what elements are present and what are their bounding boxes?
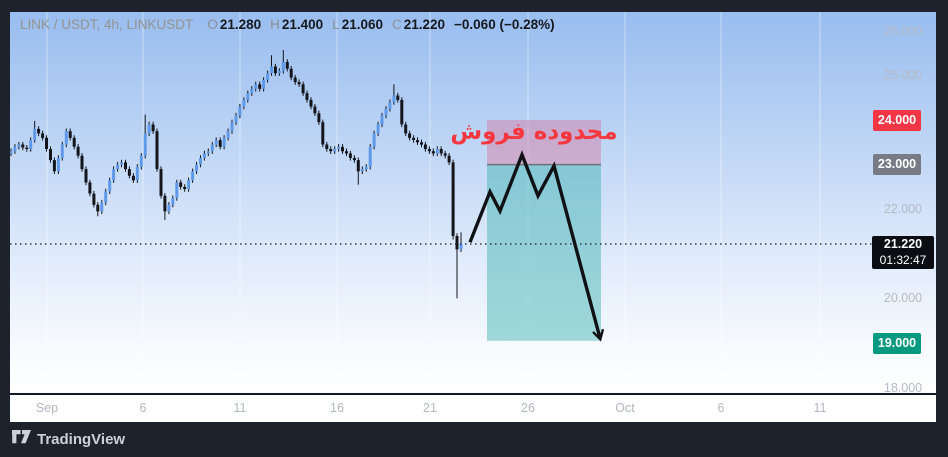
projection-arrow-drawing[interactable] (468, 150, 605, 342)
time-tick-label: 11 (813, 401, 827, 415)
time-tick-label: 6 (139, 401, 147, 415)
sell-zone-label[interactable]: محدوده فروش (450, 119, 618, 145)
current-price-label: 21.220 01:32:47 (872, 236, 934, 269)
price-tick-label: 26.000 (883, 23, 923, 38)
price-tick-label: 25.000 (883, 68, 923, 83)
price-level-label: 19.000 (873, 332, 921, 354)
frame-left (0, 0, 10, 457)
low-value: 21.060 (341, 17, 383, 32)
close-key: C (391, 17, 402, 32)
time-axis-band[interactable] (10, 395, 936, 422)
tradingview-logo[interactable]: TradingView (12, 430, 125, 449)
time-tick-label: Sep (35, 401, 59, 415)
candlestick-series (9, 50, 463, 299)
time-tick-label: 16 (330, 401, 344, 415)
symbol-info-bar: LINK / USDT, 4h, LINKUSDT O 21.280 H 21.… (20, 17, 555, 32)
tradingview-logo-text: TradingView (37, 431, 126, 448)
time-tick-label: 26 (521, 401, 535, 415)
tradingview-logo-icon (12, 430, 31, 449)
high-value: 21.400 (281, 17, 324, 32)
close-value: 21.220 (403, 17, 446, 32)
time-tick-label: 11 (233, 401, 247, 415)
price-tick-label: 22.000 (883, 202, 923, 217)
time-tick-label: Oct (615, 401, 635, 415)
open-value: 21.280 (219, 17, 262, 32)
sell-zone-drawing[interactable] (487, 120, 601, 341)
frame-right (936, 0, 948, 422)
change-value: −0.060 (−0.28%) (454, 17, 555, 32)
price-tick-label: 20.000 (883, 291, 923, 306)
high-key: H (270, 17, 280, 32)
frame-top (0, 0, 948, 12)
open-key: O (207, 17, 218, 32)
time-tick-label: 21 (423, 401, 437, 415)
bar-countdown: 01:32:47 (879, 253, 927, 267)
price-level-label: 23.000 (873, 154, 921, 176)
price-level-label: 24.000 (873, 109, 921, 131)
footer-bar: TradingView (0, 422, 948, 457)
time-axis-separator (10, 393, 948, 395)
time-tick-label: 6 (717, 401, 725, 415)
current-price-value: 21.220 (883, 237, 923, 251)
price-tick-label: 18.000 (883, 380, 923, 395)
low-key: L (332, 17, 340, 32)
symbol-title[interactable]: LINK / USDT, 4h, LINKUSDT (20, 17, 194, 32)
